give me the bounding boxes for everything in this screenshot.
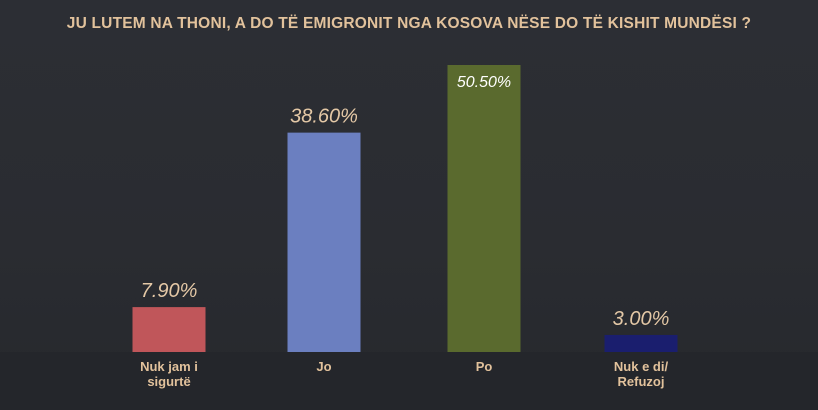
bar <box>287 132 361 352</box>
category-label: Po <box>476 359 493 374</box>
bar <box>604 334 678 352</box>
baseline-band <box>0 352 818 410</box>
data-label: 38.60% <box>290 106 358 128</box>
category-label: sigurtë <box>147 374 190 389</box>
bar <box>132 307 206 352</box>
bar <box>447 65 521 352</box>
category-label: Jo <box>316 359 331 374</box>
category-label: Refuzoj <box>618 374 665 389</box>
category-label: Nuk jam i <box>140 359 198 374</box>
chart-title: JU LUTEM NA THONI, A DO TË EMIGRONIT NGA… <box>66 15 752 32</box>
category-label: Nuk e di/ <box>614 359 669 374</box>
data-label: 7.90% <box>141 280 198 302</box>
data-label: 50.50% <box>457 74 511 91</box>
data-label: 3.00% <box>613 308 670 330</box>
